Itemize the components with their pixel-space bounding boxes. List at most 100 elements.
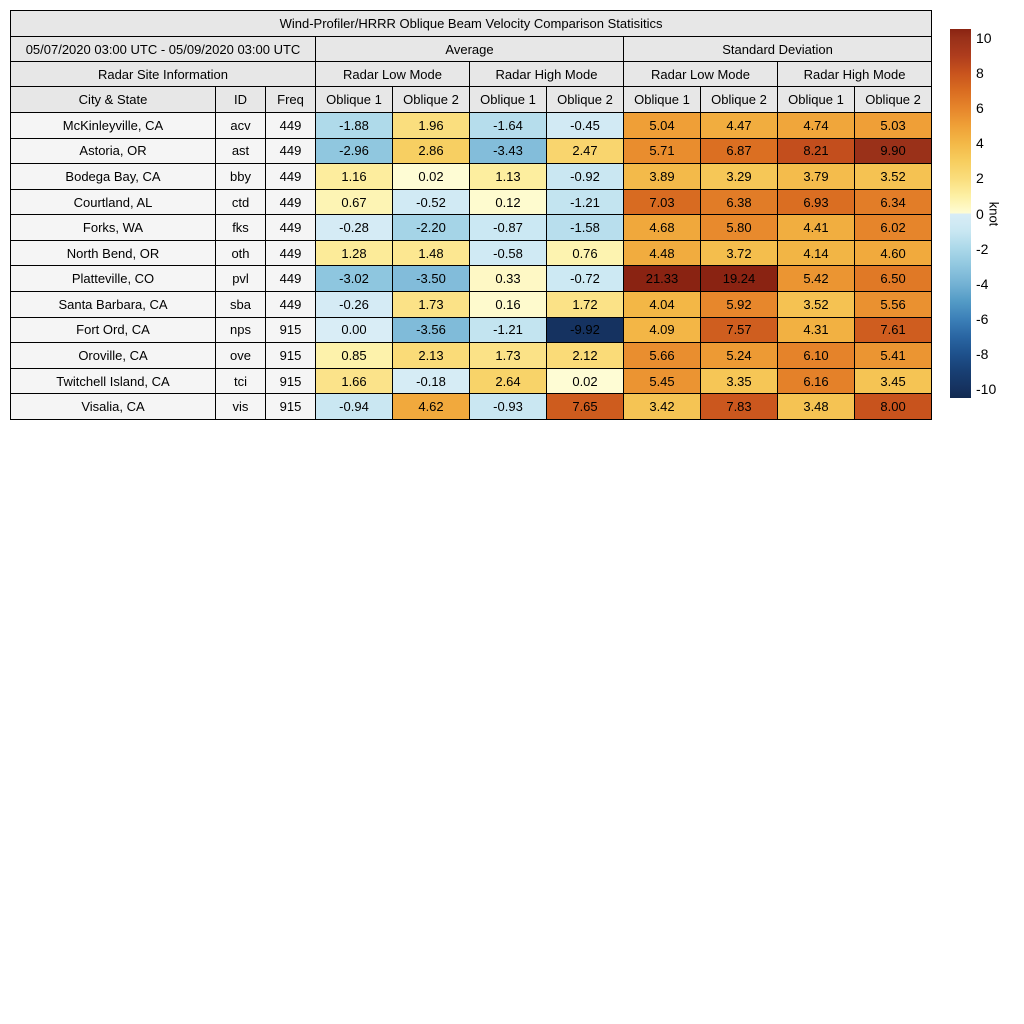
- value-cell: 6.16: [777, 367, 855, 395]
- cell-city: Visalia, CA: [10, 393, 216, 420]
- value-cell: 0.85: [315, 342, 393, 369]
- value-cell: 0.76: [546, 239, 624, 267]
- value-cell: -1.21: [546, 188, 624, 216]
- colorbar-unit-label: knot: [986, 201, 1002, 226]
- value-cell: 3.52: [853, 163, 933, 190]
- value-cell: 0.16: [469, 291, 547, 318]
- cell-city: Twitchell Island, CA: [10, 367, 216, 395]
- table-row: Forks, WA fks 449 -0.28 -2.20 -0.87 -1.58 4.68 5…: [10, 214, 933, 241]
- value-cell: 2.13: [392, 342, 470, 369]
- column-header-row: City & State ID Freq Oblique 1 Oblique 2…: [10, 86, 933, 113]
- table-row: Visalia, CA vis 915 -0.94 4.62 -0.93 7.65 3.42 7…: [10, 393, 933, 420]
- value-cell: 2.12: [546, 342, 624, 369]
- value-cell: -9.92: [546, 316, 624, 344]
- value-cell: -0.45: [546, 112, 624, 139]
- title-row: Wind-Profiler/HRRR Oblique Beam Velocity…: [9, 10, 933, 37]
- value-cell: -3.50: [392, 265, 470, 293]
- cell-city: North Bend, OR: [10, 239, 216, 267]
- radar-site-information: Radar Site Information: [10, 61, 316, 87]
- value-cell: 5.24: [700, 342, 778, 369]
- value-cell: 2.64: [469, 367, 547, 395]
- value-cell: 3.89: [623, 163, 701, 190]
- value-cell: 5.56: [853, 291, 933, 318]
- col-std-high-oblique2: Oblique 2: [853, 86, 933, 113]
- value-cell: -0.26: [315, 291, 393, 318]
- col-avg-low-oblique2: Oblique 2: [392, 86, 470, 113]
- colorbar-tick-label: 4: [976, 135, 984, 152]
- group-header-row: 05/07/2020 03:00 UTC - 05/09/2020 03:00 …: [10, 36, 933, 62]
- value-cell: -3.02: [315, 265, 393, 293]
- colorbar-tick-label: -10: [976, 381, 997, 398]
- cell-freq: 915: [265, 342, 316, 369]
- value-cell: 1.96: [392, 112, 470, 139]
- value-cell: 5.66: [623, 342, 701, 369]
- value-cell: 5.42: [777, 265, 855, 293]
- cell-id: pvl: [215, 265, 266, 293]
- value-cell: -0.87: [469, 214, 547, 241]
- colorbar-tick-label: 0: [976, 205, 984, 222]
- value-cell: 7.61: [853, 316, 933, 344]
- value-cell: 4.31: [777, 316, 855, 344]
- table-row: Platteville, CO pvl 449 -3.02 -3.50 0.33 -0.72…: [10, 265, 933, 293]
- cell-freq: 449: [265, 239, 316, 267]
- stats-table: Wind-Profiler/HRRR Oblique Beam Velocity…: [9, 10, 933, 420]
- value-cell: 3.48: [777, 393, 855, 420]
- cell-city: Platteville, CO: [10, 265, 216, 293]
- cell-freq: 449: [265, 291, 316, 318]
- value-cell: 5.45: [623, 367, 701, 395]
- value-cell: 5.71: [623, 137, 701, 165]
- value-cell: 7.03: [623, 188, 701, 216]
- value-cell: 6.50: [853, 265, 933, 293]
- table-row: North Bend, OR oth 449 1.28 1.48 -0.58 0.76 4.4…: [10, 239, 933, 267]
- group-standard-deviation: Standard Deviation: [622, 36, 933, 62]
- col-id: ID: [215, 86, 266, 113]
- cell-id: sba: [215, 291, 266, 318]
- value-cell: 6.87: [700, 137, 778, 165]
- value-cell: 4.62: [392, 393, 470, 420]
- value-cell: -2.20: [392, 214, 470, 241]
- value-cell: 3.79: [777, 163, 855, 190]
- std-radar-high-mode: Radar High Mode: [776, 61, 933, 87]
- cell-freq: 449: [265, 137, 316, 165]
- table-row: Astoria, OR ast 449 -2.96 2.86 -3.43 2.47 5.71 6…: [10, 137, 933, 165]
- value-cell: 4.09: [623, 316, 701, 344]
- table-body: McKinleyville, CA acv 449 -1.88 1.96 -1.64 -0.…: [10, 112, 933, 420]
- col-avg-low-oblique1: Oblique 1: [315, 86, 393, 113]
- cell-freq: 449: [265, 112, 316, 139]
- table-row: Oroville, CA ove 915 0.85 2.13 1.73 2.12 5.66 5.…: [10, 342, 933, 369]
- cell-id: acv: [215, 112, 266, 139]
- cell-id: tci: [215, 367, 266, 395]
- avg-radar-low-mode: Radar Low Mode: [315, 61, 470, 87]
- value-cell: 4.04: [623, 291, 701, 318]
- table-row: Twitchell Island, CA tci 915 1.66 -0.18 2.64 0…: [10, 367, 933, 395]
- value-cell: -0.93: [469, 393, 547, 420]
- value-cell: 5.04: [623, 112, 701, 139]
- value-cell: -0.52: [392, 188, 470, 216]
- cell-freq: 915: [265, 393, 316, 420]
- table-row: Santa Barbara, CA sba 449 -0.26 1.73 0.16 1.72…: [10, 291, 933, 318]
- colorbar-gradient: [950, 29, 971, 398]
- value-cell: 1.73: [469, 342, 547, 369]
- value-cell: -1.88: [315, 112, 393, 139]
- cell-id: fks: [215, 214, 266, 241]
- colorbar-tick-label: -4: [976, 275, 989, 292]
- value-cell: 4.74: [777, 112, 855, 139]
- value-cell: 9.90: [853, 137, 933, 165]
- value-cell: 7.65: [546, 393, 624, 420]
- value-cell: 21.33: [623, 265, 701, 293]
- value-cell: 0.02: [546, 367, 624, 395]
- value-cell: -0.94: [315, 393, 393, 420]
- cell-id: oth: [215, 239, 266, 267]
- value-cell: 1.13: [469, 163, 547, 190]
- cell-freq: 449: [265, 214, 316, 241]
- value-cell: 2.47: [546, 137, 624, 165]
- figure-title: Wind-Profiler/HRRR Oblique Beam Velocity…: [9, 10, 933, 37]
- value-cell: 4.60: [853, 239, 933, 267]
- cell-id: nps: [215, 316, 266, 344]
- cell-city: Oroville, CA: [10, 342, 216, 369]
- value-cell: -0.28: [315, 214, 393, 241]
- table-row: McKinleyville, CA acv 449 -1.88 1.96 -1.64 -0.…: [10, 112, 933, 139]
- value-cell: -1.58: [546, 214, 624, 241]
- value-cell: 4.68: [623, 214, 701, 241]
- value-cell: -0.18: [392, 367, 470, 395]
